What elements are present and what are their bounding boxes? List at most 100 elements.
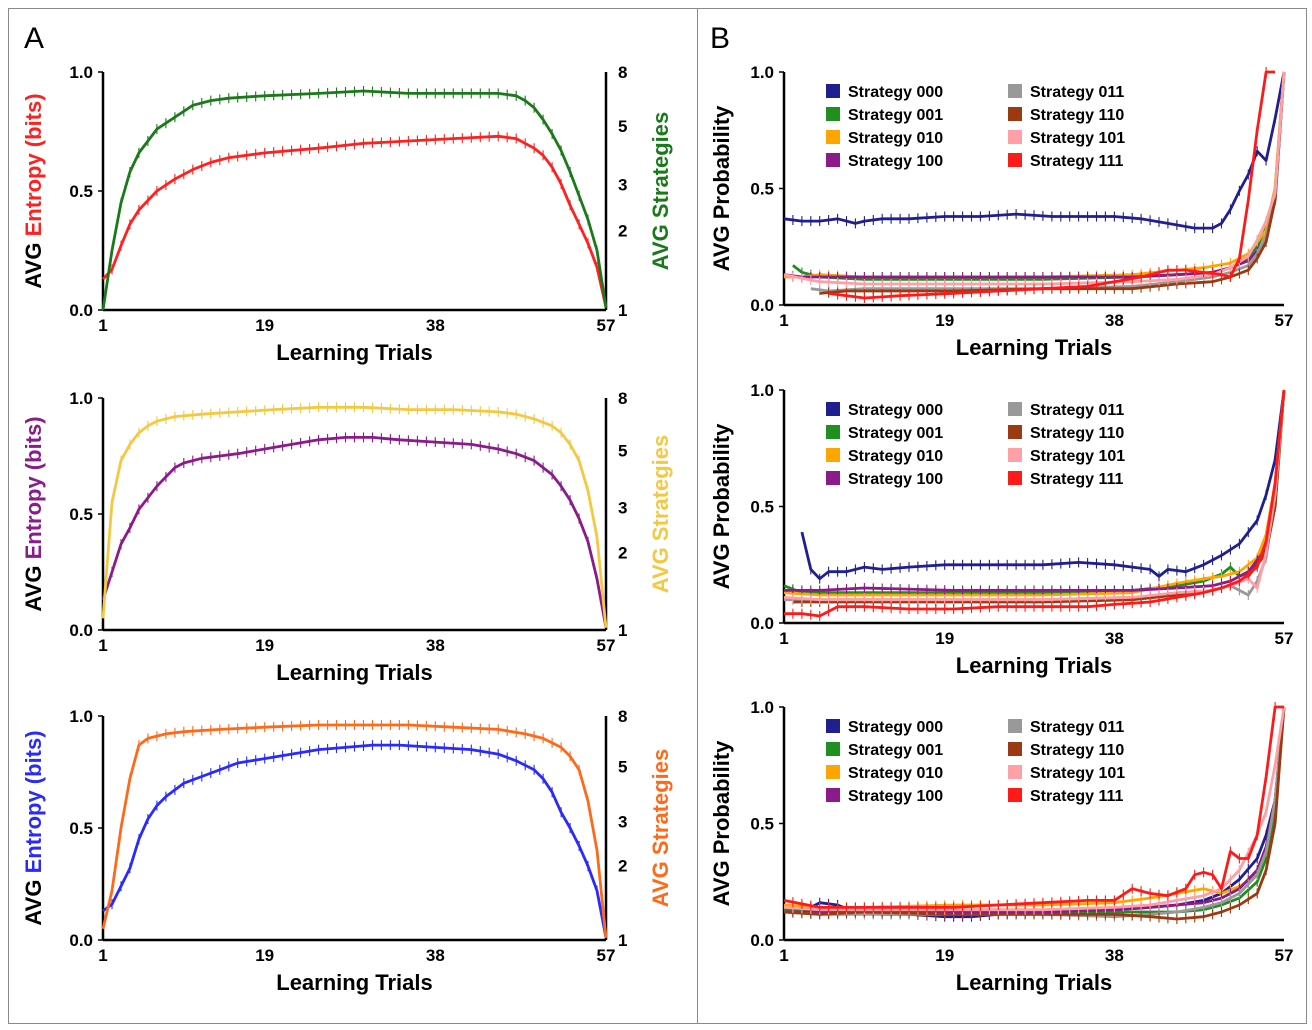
y-axis-label-left: AVG Entropy (bits) [21,730,46,925]
y-tick-label-right: 8 [618,707,627,726]
x-tick-label: 57 [1275,946,1294,965]
x-tick-label: 38 [426,636,445,655]
legend-swatch [1008,471,1022,485]
chart-1: 1 19 38 57 0.0 0.5 1.0 1 2 3 5 8 Learning Trials AVG … [21,63,673,365]
series-strategy-010 [783,706,1286,913]
legend: Strategy 000 Strategy 011 Strategy 001 Stra… [826,84,1125,170]
legend-label: Strategy 111 [1030,471,1124,488]
chart-4: 1 19 38 57 0.0 0.5 1.0 Learning Trials AVG Proba… [709,63,1293,360]
y-label-word: Strategies [648,435,673,541]
y-axis-label: AVG Probability [709,423,734,590]
y-tick-label-right: 5 [618,117,627,136]
y-tick-label-right: 3 [618,498,627,517]
x-axis-label: Learning Trials [956,970,1113,995]
series-strategy-001 [792,71,1286,285]
x-tick-label: 19 [935,311,954,330]
x-tick-label: 57 [597,946,616,965]
x-axis-label: Learning Trials [276,340,433,365]
legend-label: Strategy 110 [1030,107,1124,124]
series-strategy-111 [783,702,1284,913]
x-tick-label: 38 [426,946,445,965]
legend-label: Strategy 111 [1030,153,1124,170]
legend-label: Strategy 111 [1030,788,1124,805]
legend-swatch [826,402,840,416]
series-line-2 [101,402,608,628]
legend-swatch [826,107,840,121]
series-line [783,706,1286,921]
y-axis-label: AVG Probability [709,105,734,272]
x-tick-label: 19 [255,316,274,335]
y-label-word: AVG [21,873,46,925]
series-line [828,70,1276,300]
y-tick-label: 0.5 [750,498,774,517]
y-tick-label: 0.5 [69,505,93,524]
y-label-word: AVG [21,559,46,611]
x-tick-label: 19 [935,629,954,648]
legend-swatch [1008,84,1022,98]
series-line [783,706,1286,919]
legend-label: Strategy 011 [1030,84,1124,101]
series-line-2 [101,86,608,311]
chart-3: 1 19 38 57 0.0 0.5 1.0 1 2 3 5 8 Learning Trials AVG … [21,707,673,995]
series-line [102,743,608,939]
series-strategy-000 [783,71,1286,234]
legend-label: Strategy 100 [848,153,943,170]
x-axis-label: Learning Trials [956,335,1113,360]
series-line [783,705,1284,909]
series-line [783,706,1286,914]
x-axis-label: Learning Trials [956,653,1113,678]
x-tick-label: 57 [1275,311,1294,330]
legend-swatch [1008,742,1022,756]
legend-label: Strategy 000 [848,719,943,736]
legend-swatch [1008,153,1022,167]
y-tick-label: 1.0 [69,63,93,82]
y-axis-label-left: AVG Entropy (bits) [21,93,46,288]
series-line [783,71,1286,279]
x-tick-label: 38 [1105,311,1124,330]
x-tick-label: 38 [1105,629,1124,648]
y-tick-label-right: 8 [618,63,627,82]
chart-2: 1 19 38 57 0.0 0.5 1.0 1 2 3 5 8 Learning Trials AVG … [21,389,673,685]
y-label-word: Strategies [648,749,673,855]
legend-label: Strategy 101 [1030,765,1125,782]
legend-swatch [1008,130,1022,144]
y-tick-label-right: 1 [618,621,627,640]
legend-label: Strategy 011 [1030,402,1124,419]
legend-swatch [826,425,840,439]
y-tick-label: 0.0 [750,931,774,950]
x-tick-label: 57 [597,316,616,335]
series-line [101,134,608,308]
legend-swatch [826,153,840,167]
series-line [792,389,1286,604]
x-tick-label: 38 [1105,946,1124,965]
x-tick-label: 1 [779,629,788,648]
series-line [783,706,1286,909]
y-tick-label: 0.5 [69,819,93,838]
y-label-word: AVG [648,218,673,270]
series-strategy-111 [784,389,1286,621]
x-tick-label: 57 [1275,629,1294,648]
series-line [819,71,1286,295]
legend-label: Strategy 101 [1030,130,1125,147]
series-strategy-100 [783,71,1286,282]
y-tick-label: 1.0 [69,707,93,726]
legend-label: Strategy 010 [848,765,943,782]
y-label-word: AVG [648,541,673,593]
y-tick-label-right: 8 [618,389,627,408]
series-line-1 [101,432,608,628]
legend-label: Strategy 011 [1030,719,1124,736]
legend-label: Strategy 110 [1030,425,1124,442]
series-line [784,706,1286,914]
series-strategy-110 [792,389,1286,607]
series-line-1 [101,131,608,308]
legend-label: Strategy 101 [1030,448,1125,465]
y-tick-label: 0.0 [69,931,93,950]
legend-label: Strategy 100 [848,788,943,805]
series-strategy-110 [819,71,1286,298]
y-tick-label-right: 3 [618,813,627,832]
series-strategy-111 [828,67,1276,303]
y-tick-label: 0.0 [69,301,93,320]
legend-swatch [826,471,840,485]
y-tick-label: 1.0 [69,389,93,408]
x-tick-label: 19 [255,636,274,655]
